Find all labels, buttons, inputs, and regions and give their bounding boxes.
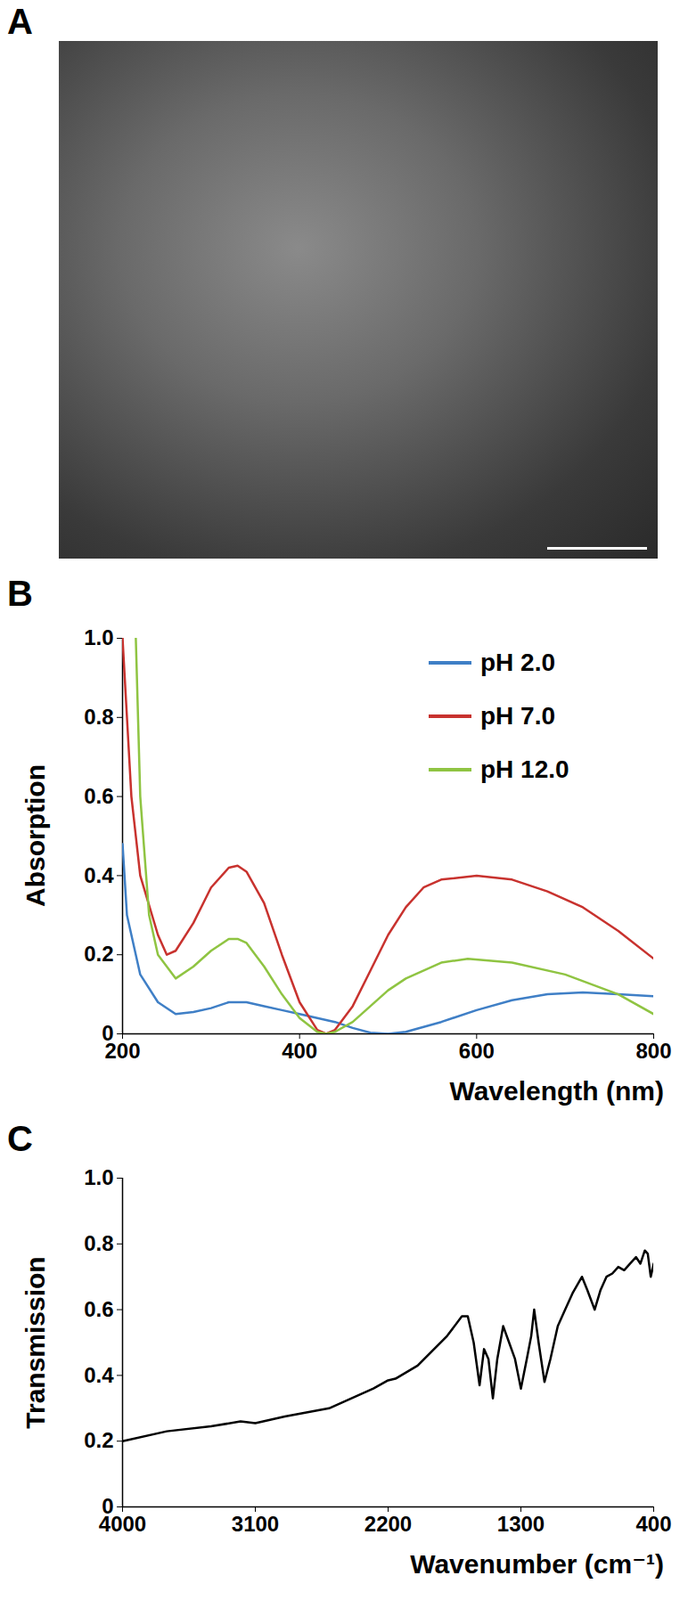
svg-text:1.0: 1.0 xyxy=(83,1165,114,1190)
html-text:A: A xyxy=(7,1,33,41)
svg-text:0.2: 0.2 xyxy=(83,941,114,967)
svg-text:400: 400 xyxy=(635,1512,672,1537)
svg-text:200: 200 xyxy=(104,1039,140,1064)
svg-text:0.6: 0.6 xyxy=(83,1297,114,1322)
html-text:pH 2.0: pH 2.0 xyxy=(480,648,556,677)
svg-text:800: 800 xyxy=(635,1039,672,1064)
svg-text:1.0: 1.0 xyxy=(83,625,114,650)
html-text:C: C xyxy=(7,1119,33,1159)
svg-text:0.6: 0.6 xyxy=(83,784,114,809)
html-text:B: B xyxy=(7,573,33,614)
svg-text:0.2: 0.2 xyxy=(83,1428,114,1453)
svg-text:0.8: 0.8 xyxy=(83,704,114,729)
html-text:Absorption: Absorption xyxy=(20,764,50,908)
svg-text:400: 400 xyxy=(281,1039,318,1064)
html-text:Wavelength (nm): Wavelength (nm) xyxy=(449,1076,664,1106)
svg-text:2200: 2200 xyxy=(364,1512,412,1537)
svg-text:0: 0 xyxy=(101,1494,114,1519)
html-text:pH 12.0: pH 12.0 xyxy=(480,755,570,784)
svg-text:0.8: 0.8 xyxy=(83,1231,114,1256)
html-text:pH 7.0: pH 7.0 xyxy=(480,702,556,730)
svg-text:1300: 1300 xyxy=(497,1512,545,1537)
svg-text:4000: 4000 xyxy=(98,1512,147,1537)
svg-text:0: 0 xyxy=(101,1021,114,1046)
html-text:Wavenumber (cm⁻¹): Wavenumber (cm⁻¹) xyxy=(410,1549,664,1580)
html-text:Transmission: Transmission xyxy=(20,1256,50,1429)
svg-text:0.4: 0.4 xyxy=(83,863,115,888)
svg-text:600: 600 xyxy=(458,1039,495,1064)
svg-text:3100: 3100 xyxy=(231,1512,279,1537)
svg-text:0.4: 0.4 xyxy=(83,1363,115,1388)
